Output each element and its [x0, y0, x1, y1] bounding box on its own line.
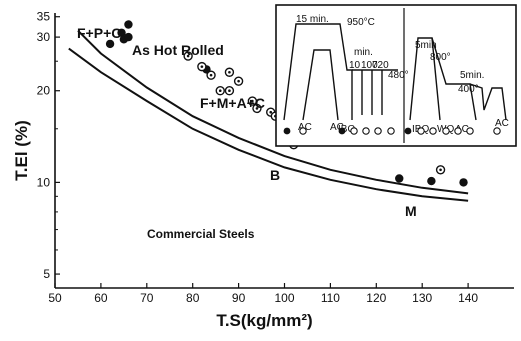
open-data-point-center [269, 110, 273, 114]
x-tick-label: 140 [458, 291, 478, 305]
inset-label: AC [455, 124, 469, 135]
label-commercial-steels: Commercial Steels [147, 227, 255, 241]
filled-data-point [459, 178, 468, 187]
inset-filled-marker [338, 127, 346, 135]
x-tick-label: 80 [186, 291, 200, 305]
y-axis-title: T.El (%) [12, 120, 31, 180]
inset-open-marker [350, 127, 358, 135]
inset-label: 5min. [460, 70, 484, 81]
inset-label: 5min [415, 40, 437, 51]
y-tick-label: 10 [37, 175, 51, 189]
inset-right-branch [431, 37, 477, 121]
filled-data-point [105, 39, 115, 49]
open-data-point-center [228, 70, 231, 74]
label-as-hot-rolled: As Hot Rolled [132, 42, 224, 58]
inset-label: AC [298, 122, 312, 133]
inset-open-marker [493, 127, 501, 135]
inset-label: 720 [372, 60, 389, 71]
y-tick-label: 35 [37, 10, 51, 24]
inset-open-marker [417, 127, 425, 135]
annotations: F+P+C As Hot Rolled F+M+A+C B M Commercial St… [77, 25, 417, 241]
inset-label: 100 [361, 60, 378, 71]
open-data-point-center [251, 99, 254, 103]
inset-filled-marker [404, 127, 412, 135]
open-data-point-center [186, 54, 190, 58]
inset-open-marker [442, 127, 450, 135]
inset-frame [275, 4, 517, 147]
inset-label: min. [354, 47, 373, 58]
inset-open-marker [387, 127, 395, 135]
filled-data-point [117, 28, 126, 37]
inset-filled-marker [283, 127, 291, 135]
y-tick-label: 5 [43, 267, 50, 281]
inset-open-marker [429, 127, 437, 135]
inset-left-branch [302, 49, 339, 121]
open-data-point-center [218, 89, 222, 93]
x-tick-label: 90 [232, 291, 246, 305]
commercial-steel-curve-1 [77, 29, 469, 195]
inset-label: 15 min. [296, 14, 329, 25]
open-data-point-center [255, 107, 259, 110]
x-tick-label: 100 [274, 291, 294, 305]
y-tick-label: 30 [37, 30, 51, 44]
filled-data-point [427, 176, 436, 186]
inset-open-marker [299, 127, 307, 135]
x-axis-title: T.S(kg/mm²) [216, 311, 312, 330]
inset-label: AC [495, 118, 509, 129]
open-data-point-center [209, 73, 213, 77]
filled-data-point [124, 20, 133, 29]
inset-right-temper [469, 83, 507, 121]
inset-label: 480° [388, 70, 409, 81]
filled-data-point [124, 32, 133, 42]
open-data-point-center [200, 65, 204, 68]
axes: 50 60 70 80 90 100 110 120 130 140 5 10 20 30 35 T.S(kg… [12, 10, 514, 330]
inset-label: IBQ [338, 124, 355, 135]
inset-right-profile [409, 37, 441, 121]
open-data-point-center [237, 79, 240, 83]
label-fmac: F+M+A+C [200, 95, 265, 111]
label-m: M [405, 203, 417, 219]
commercial-steel-curve-2 [68, 47, 469, 202]
label-fpc: F+P+C [77, 25, 121, 41]
filled-data-point [395, 174, 404, 183]
label-b: B [270, 167, 280, 183]
x-tick-label: 130 [412, 291, 432, 305]
inset-label: AC [330, 122, 344, 133]
x-tick-label: 60 [94, 291, 108, 305]
inset-left-profile [283, 23, 353, 121]
inset-label: 950°C [347, 17, 375, 28]
trend-curves [68, 29, 469, 202]
inset-open-marker [454, 127, 462, 135]
inset-label: 800° [430, 52, 451, 63]
open-data-point-center [439, 168, 442, 172]
inset-label: 400° [458, 84, 479, 95]
x-tick-label: 110 [321, 291, 340, 305]
inset-label: 10 [349, 60, 361, 71]
x-tick-label: 70 [140, 291, 154, 305]
inset-open-marker [466, 127, 474, 135]
inset-open-marker [374, 127, 382, 135]
y-tick-label: 20 [37, 84, 51, 98]
x-tick-label: 50 [48, 291, 62, 305]
inset-open-marker [362, 127, 370, 135]
x-tick-label: 120 [366, 291, 386, 305]
open-data-point-center [228, 89, 231, 93]
